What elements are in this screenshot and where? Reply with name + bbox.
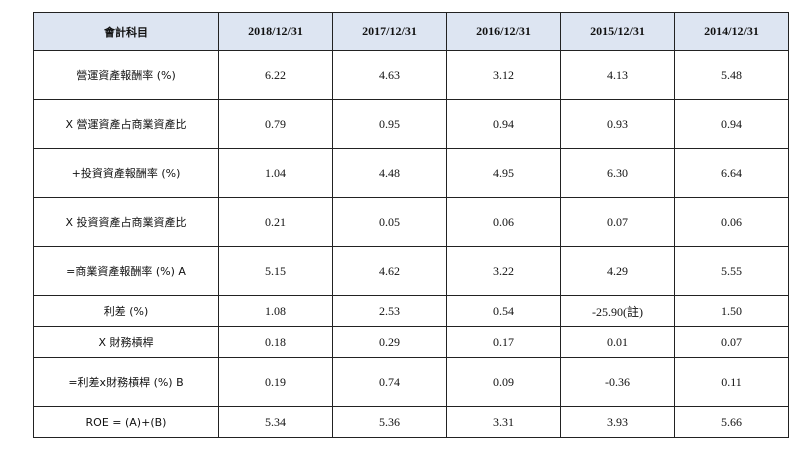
header-year: 2014/12/31 [674, 12, 789, 51]
header-year: 2017/12/31 [332, 12, 447, 51]
table-row: X 財務槓桿 0.18 0.29 0.17 0.01 0.07 [33, 326, 789, 358]
row-label: 營運資產報酬率 (%) [33, 50, 219, 100]
table-cell: 0.07 [674, 326, 789, 358]
table-cell: 0.17 [446, 326, 561, 358]
table-row: X 營運資產占商業資產比 0.79 0.95 0.94 0.93 0.94 [33, 99, 789, 149]
table-cell: 0.11 [674, 357, 789, 407]
row-label: X 營運資產占商業資產比 [33, 99, 219, 149]
table-cell: 0.29 [332, 326, 447, 358]
row-label: =商業資產報酬率 (%) A [33, 246, 219, 296]
header-year: 2018/12/31 [218, 12, 333, 51]
table-cell: 4.13 [560, 50, 675, 100]
table-cell: -25.90(註) [560, 295, 675, 327]
table-row: +投資資產報酬率 (%) 1.04 4.48 4.95 6.30 6.64 [33, 148, 789, 198]
table-cell: 1.50 [674, 295, 789, 327]
table-cell: 1.08 [218, 295, 333, 327]
table-cell: 0.95 [332, 99, 447, 149]
table-cell: 0.79 [218, 99, 333, 149]
financial-table: 會計科目 2018/12/31 2017/12/31 2016/12/31 20… [33, 12, 789, 438]
table-cell: 0.06 [446, 197, 561, 247]
table-cell: 0.19 [218, 357, 333, 407]
table-cell: 0.94 [446, 99, 561, 149]
row-label: X 財務槓桿 [33, 326, 219, 358]
table-cell: 1.04 [218, 148, 333, 198]
table-cell: 2.53 [332, 295, 447, 327]
table-cell: 0.06 [674, 197, 789, 247]
table-cell: 5.55 [674, 246, 789, 296]
table-cell: 0.07 [560, 197, 675, 247]
table-row: 利差 (%) 1.08 2.53 0.54 -25.90(註) 1.50 [33, 295, 789, 327]
table-cell: 5.48 [674, 50, 789, 100]
table-cell: 3.93 [560, 406, 675, 438]
table-row: ROE = (A)+(B) 5.34 5.36 3.31 3.93 5.66 [33, 406, 789, 438]
table-cell: 0.93 [560, 99, 675, 149]
table-cell: 5.66 [674, 406, 789, 438]
row-label: 利差 (%) [33, 295, 219, 327]
header-row: 會計科目 2018/12/31 2017/12/31 2016/12/31 20… [33, 12, 789, 51]
table-cell: 5.34 [218, 406, 333, 438]
table-cell: 3.12 [446, 50, 561, 100]
table-cell: 3.22 [446, 246, 561, 296]
table-cell: 0.18 [218, 326, 333, 358]
row-label: =利差x財務槓桿 (%) B [33, 357, 219, 407]
table-cell: 0.74 [332, 357, 447, 407]
row-label: X 投資資產占商業資產比 [33, 197, 219, 247]
table-cell: 4.95 [446, 148, 561, 198]
table-body: 營運資產報酬率 (%) 6.22 4.63 3.12 4.13 5.48 X 營… [33, 50, 789, 438]
table-row: =利差x財務槓桿 (%) B 0.19 0.74 0.09 -0.36 0.11 [33, 357, 789, 407]
table-cell: 0.09 [446, 357, 561, 407]
row-label: +投資資產報酬率 (%) [33, 148, 219, 198]
table-cell: 3.31 [446, 406, 561, 438]
table-cell: 4.29 [560, 246, 675, 296]
table-cell: 0.05 [332, 197, 447, 247]
table-cell: 0.01 [560, 326, 675, 358]
table-cell: 6.64 [674, 148, 789, 198]
table-row: 營運資產報酬率 (%) 6.22 4.63 3.12 4.13 5.48 [33, 50, 789, 100]
table-cell: 5.36 [332, 406, 447, 438]
header-year: 2015/12/31 [560, 12, 675, 51]
table-row: X 投資資產占商業資產比 0.21 0.05 0.06 0.07 0.06 [33, 197, 789, 247]
table-cell: 4.63 [332, 50, 447, 100]
row-label: ROE = (A)+(B) [33, 406, 219, 438]
table-cell: 4.48 [332, 148, 447, 198]
header-year: 2016/12/31 [446, 12, 561, 51]
table-cell: -0.36 [560, 357, 675, 407]
header-account-item: 會計科目 [33, 12, 219, 51]
table-cell: 6.30 [560, 148, 675, 198]
table-cell: 0.54 [446, 295, 561, 327]
table-row: =商業資產報酬率 (%) A 5.15 4.62 3.22 4.29 5.55 [33, 246, 789, 296]
table-cell: 4.62 [332, 246, 447, 296]
table-header: 會計科目 2018/12/31 2017/12/31 2016/12/31 20… [33, 12, 789, 51]
table-cell: 0.94 [674, 99, 789, 149]
table-cell: 6.22 [218, 50, 333, 100]
table-cell: 5.15 [218, 246, 333, 296]
table-cell: 0.21 [218, 197, 333, 247]
